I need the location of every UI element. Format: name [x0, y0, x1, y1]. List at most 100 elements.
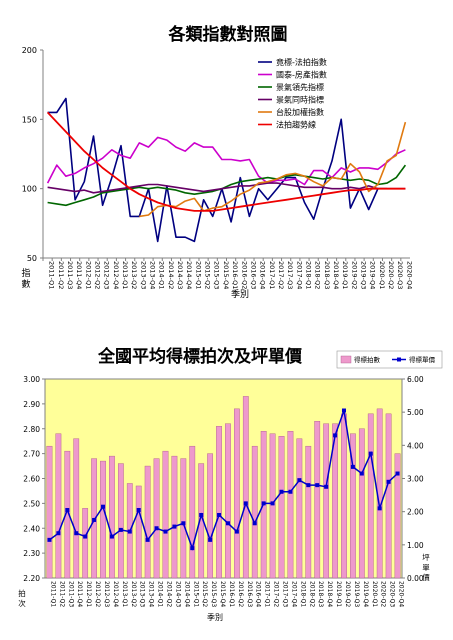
x-tick-label: 2017-Q1 [268, 261, 276, 289]
bar [358, 428, 365, 579]
x-tick-label: 2018-Q4 [332, 261, 340, 289]
price-point [350, 464, 355, 469]
bar [55, 433, 62, 579]
bar [278, 436, 285, 579]
series-line [46, 136, 406, 186]
x-tick-label: 2019-Q4 [362, 581, 369, 607]
price-point [118, 527, 123, 532]
x-tick-label: 2016-Q1 [228, 581, 235, 607]
x-tick-label: 2011-Q4 [76, 581, 83, 607]
y-tick-label: 2.20 [23, 574, 40, 583]
x-tick-label: 2018-Q2 [314, 261, 322, 289]
x-tick-label: 2013-Q2 [130, 261, 138, 289]
x-tick-label: 2013-Q4 [149, 261, 157, 289]
x-tick-label: 2018-Q3 [317, 581, 324, 607]
x-tick-label: 2011-Q2 [58, 581, 65, 607]
x-tick-label: 2017-Q4 [290, 581, 297, 607]
y-tick-label: 2.90 [23, 400, 40, 409]
price-point [386, 479, 391, 484]
price-point [217, 512, 222, 517]
legend-box [336, 350, 443, 369]
x-tick-label: 2020-Q1 [378, 261, 386, 289]
y-tick-label: 2.50 [23, 499, 40, 508]
y-tick-label: 2.30 [23, 549, 40, 558]
bar [46, 445, 53, 579]
price-point [234, 529, 239, 534]
x-tick-label: 2017-Q2 [273, 581, 280, 607]
bar [367, 413, 374, 579]
bar [100, 460, 106, 579]
x-tick-label: 2016-Q3 [246, 581, 253, 607]
y-axis-label-char: 指 [21, 267, 30, 279]
y2-axis-label-char: 價 [422, 573, 430, 582]
legend-label: 景氣領先指標 [276, 82, 324, 92]
y-tick-label: 2.40 [23, 524, 40, 533]
x-tick-label: 2018-Q1 [304, 261, 312, 289]
x-tick-label: 2019-Q1 [341, 261, 349, 289]
price-point [154, 526, 159, 531]
price-point [109, 534, 114, 539]
x-tick-label: 2015-Q1 [194, 261, 202, 289]
price-point [324, 484, 329, 489]
price-point [279, 489, 284, 494]
x-tick-label: 2016-Q3 [249, 261, 257, 289]
y2-axis-label-char: 坪 [422, 553, 430, 562]
price-point [83, 534, 88, 539]
auction-count-price-chart: 全國平均得標拍次及坪單價 2.20 2.30 2.40 2.50 2.60 2.70 2.8… [18, 346, 443, 622]
bar [109, 455, 115, 579]
x-tick-label: 2012-Q4 [112, 581, 119, 607]
price-point [395, 471, 400, 476]
bar [153, 458, 160, 579]
x-tick-label: 2011-Q4 [75, 261, 83, 289]
price-point [92, 517, 97, 522]
x-tick-label: 2018-Q1 [299, 581, 306, 607]
price-point [377, 506, 382, 511]
bar [323, 423, 330, 579]
legend-label: 台股加權指數 [276, 107, 324, 117]
legend-label: 得標單價 [409, 355, 436, 364]
x-tick-label: 2012-Q3 [103, 581, 110, 607]
price-point [306, 483, 311, 488]
x-tick-label: 2020-Q4 [405, 261, 413, 289]
x-tick-label: 2013-Q1 [121, 581, 128, 607]
y2-axis-label-char: 單 [422, 563, 430, 572]
price-point [65, 508, 70, 513]
x-tick-label: 2015-Q2 [201, 581, 208, 607]
price-point [270, 501, 275, 506]
x-tick-label: 2011-Q1 [48, 261, 56, 289]
y-tick-label: 100 [22, 185, 37, 194]
price-point [252, 521, 257, 526]
x-tick-label: 2014-Q2 [167, 261, 175, 289]
x-tick-label: 2019-Q3 [360, 261, 368, 289]
x-tick-label: 2017-Q3 [282, 581, 289, 607]
legend-swatch-point [397, 357, 401, 362]
price-point [136, 508, 141, 513]
x-tick-label: 2014-Q3 [176, 261, 184, 289]
x-tick-label: 2014-Q1 [158, 261, 166, 289]
price-point [341, 408, 346, 413]
bar [144, 465, 151, 579]
bar [350, 433, 356, 579]
bar [117, 463, 124, 579]
price-point [47, 537, 52, 542]
bar [225, 423, 231, 579]
x-tick-label: 2019-Q3 [353, 581, 360, 607]
bar [135, 485, 142, 579]
price-point [127, 529, 132, 534]
bar [189, 445, 196, 579]
x-tick-label: 2016-Q2 [240, 261, 248, 289]
y-tick-label: 2.70 [23, 450, 40, 459]
x-tick-label: 2013-Q4 [148, 581, 155, 607]
x-tick-label: 2014-Q4 [185, 261, 193, 289]
bar [171, 455, 178, 579]
y-tick-label: 2.80 [23, 425, 40, 434]
index-comparison-chart: 各類指數對照圖 50 100 150 200 2011-Q1 2011-Q2 2011-Q3… [21, 24, 413, 300]
x-tick-label: 2011-Q2 [57, 261, 65, 289]
x-tick-label: 2013-Q1 [121, 261, 129, 289]
price-point [190, 546, 195, 551]
bar [216, 426, 222, 579]
price-point [297, 478, 302, 483]
x-tick-label: 2020-Q1 [371, 581, 378, 607]
y-tick-label: 2.60 [23, 475, 40, 484]
chart-title: 全國平均得標拍次及坪單價 [97, 346, 303, 367]
